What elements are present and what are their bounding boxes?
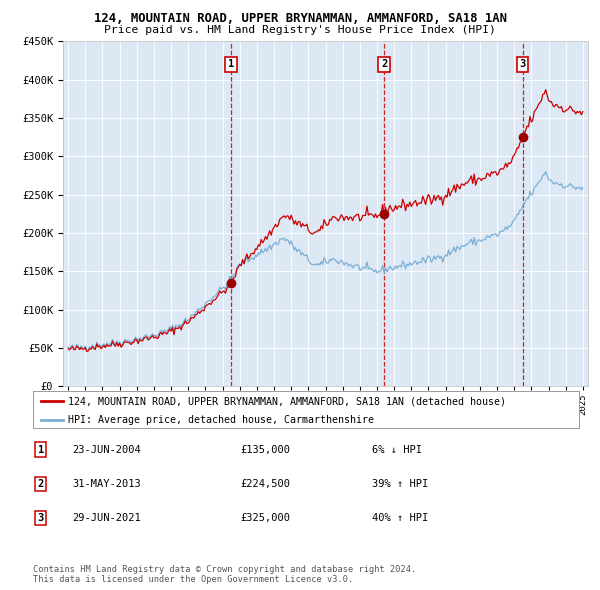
Text: 2: 2 xyxy=(38,479,44,489)
Text: £224,500: £224,500 xyxy=(240,479,290,489)
Text: £325,000: £325,000 xyxy=(240,513,290,523)
Text: Contains HM Land Registry data © Crown copyright and database right 2024.
This d: Contains HM Land Registry data © Crown c… xyxy=(33,565,416,584)
Text: 124, MOUNTAIN ROAD, UPPER BRYNAMMAN, AMMANFORD, SA18 1AN (detached house): 124, MOUNTAIN ROAD, UPPER BRYNAMMAN, AMM… xyxy=(68,396,506,407)
Text: HPI: Average price, detached house, Carmarthenshire: HPI: Average price, detached house, Carm… xyxy=(68,415,374,425)
Text: 1: 1 xyxy=(227,60,234,69)
Text: 124, MOUNTAIN ROAD, UPPER BRYNAMMAN, AMMANFORD, SA18 1AN: 124, MOUNTAIN ROAD, UPPER BRYNAMMAN, AMM… xyxy=(94,12,506,25)
Text: 40% ↑ HPI: 40% ↑ HPI xyxy=(372,513,428,523)
Text: 39% ↑ HPI: 39% ↑ HPI xyxy=(372,479,428,489)
Text: 1: 1 xyxy=(38,445,44,454)
Text: £135,000: £135,000 xyxy=(240,445,290,454)
Text: 29-JUN-2021: 29-JUN-2021 xyxy=(72,513,141,523)
Text: Price paid vs. HM Land Registry's House Price Index (HPI): Price paid vs. HM Land Registry's House … xyxy=(104,25,496,35)
Text: 23-JUN-2004: 23-JUN-2004 xyxy=(72,445,141,454)
Text: 31-MAY-2013: 31-MAY-2013 xyxy=(72,479,141,489)
Text: 3: 3 xyxy=(520,60,526,69)
Text: 2: 2 xyxy=(381,60,387,69)
Text: 6% ↓ HPI: 6% ↓ HPI xyxy=(372,445,422,454)
Text: 3: 3 xyxy=(38,513,44,523)
